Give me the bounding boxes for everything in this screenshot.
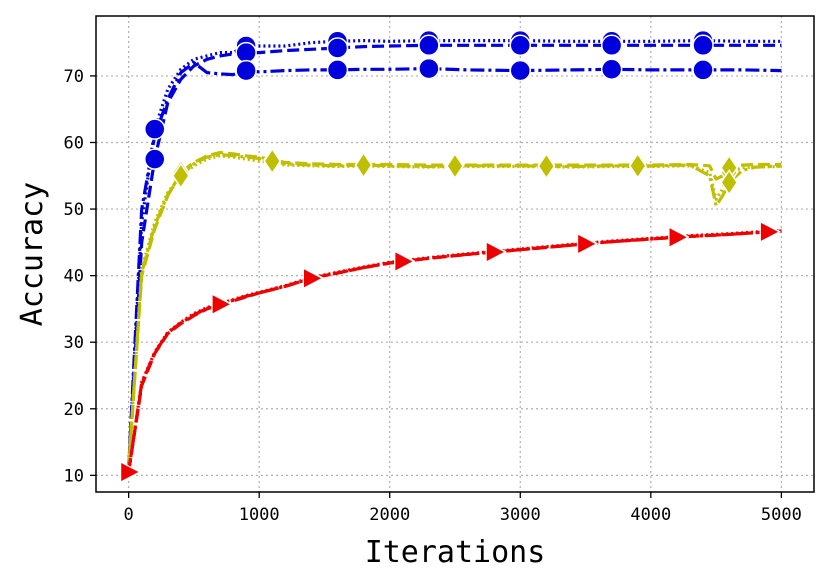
y-axis-title: Accuracy [15, 182, 50, 327]
triangle-right-marker [485, 241, 507, 263]
x-tick-label: 4000 [630, 505, 671, 525]
circle-marker [692, 59, 714, 81]
y-tick-label: 70 [64, 67, 84, 87]
circle-marker [235, 59, 257, 82]
series-line-6 [127, 152, 782, 469]
triangle-right-marker [576, 232, 598, 255]
series-line-9 [127, 229, 782, 473]
diamond-marker [263, 147, 282, 175]
diamond-marker [446, 152, 464, 180]
circle-marker [692, 34, 714, 57]
diamond-marker [720, 169, 739, 196]
series-line-1 [127, 39, 782, 469]
series-lines [127, 39, 782, 473]
triangle-right-marker [302, 267, 324, 290]
circle-marker [418, 34, 440, 57]
series-line-3 [127, 61, 782, 469]
diamond-marker [537, 152, 556, 180]
circle-marker [143, 148, 166, 170]
y-tick-label: 40 [64, 267, 84, 287]
series-line-8 [127, 229, 782, 473]
circle-marker [143, 118, 166, 140]
circle-marker [326, 37, 349, 59]
y-tick-label: 30 [64, 333, 84, 353]
triangle-right-marker [668, 226, 690, 249]
series-line-7 [127, 228, 782, 473]
plot-frame [95, 15, 815, 493]
x-tick-label: 0 [124, 505, 134, 525]
grid [96, 16, 814, 492]
diamond-marker [628, 152, 647, 180]
diamond-marker [354, 151, 373, 179]
circle-marker [600, 34, 623, 57]
x-tick-label: 1000 [239, 505, 280, 525]
diamond-marker [171, 162, 190, 190]
triangle-right-marker [394, 250, 416, 273]
x-axis-title: Iterations [365, 535, 546, 570]
y-tick-label: 20 [64, 400, 84, 420]
triangle-right-marker [120, 461, 141, 484]
circle-marker [326, 59, 349, 81]
circle-marker [418, 57, 440, 80]
triangle-right-marker [759, 220, 781, 243]
x-tick-label: 3000 [500, 505, 541, 525]
y-tick-label: 50 [64, 200, 84, 220]
circle-marker [509, 59, 532, 82]
circle-marker [509, 34, 532, 57]
series-line-5 [127, 150, 782, 469]
y-tick-label: 10 [64, 466, 84, 486]
circle-marker [235, 41, 257, 64]
x-tick-label: 2000 [369, 505, 410, 525]
triangle-right-marker [211, 293, 233, 316]
series-markers [120, 29, 781, 484]
axis-ticks: 0 1000 2000 3000 4000 5000 10 20 30 40 50 60 70 [64, 67, 802, 525]
x-tick-label: 5000 [761, 505, 802, 525]
series-line-4 [127, 154, 782, 469]
circle-marker [600, 58, 623, 81]
y-tick-label: 60 [64, 133, 84, 153]
